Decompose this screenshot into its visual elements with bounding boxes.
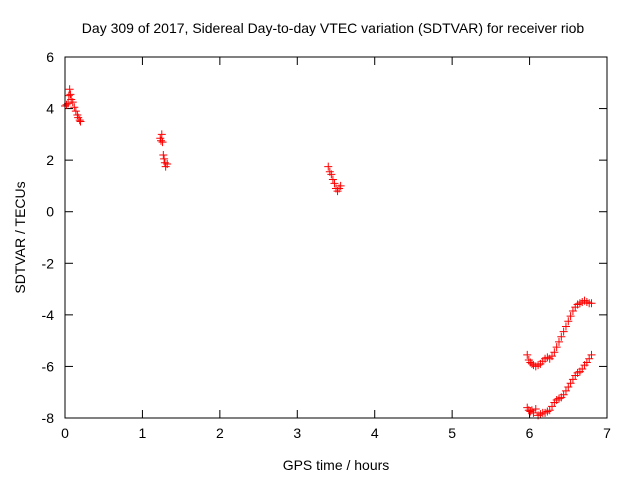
data-point — [159, 150, 168, 159]
data-point — [523, 350, 532, 359]
data-point — [71, 107, 80, 116]
data-point — [557, 332, 566, 341]
chart-title: Day 309 of 2017, Sidereal Day-to-day VTE… — [82, 20, 585, 36]
y-tick-label: -6 — [42, 358, 55, 374]
data-point — [70, 103, 79, 112]
y-tick-label: -2 — [42, 255, 55, 271]
data-point — [330, 179, 339, 188]
y-tick-label: -4 — [42, 307, 55, 323]
data-point — [561, 322, 570, 331]
plot-frame — [64, 56, 608, 419]
x-tick-label: 3 — [293, 425, 301, 441]
data-point — [328, 175, 337, 184]
y-tick-label: -8 — [42, 410, 55, 426]
data-point — [566, 312, 575, 321]
y-axis-label: SDTVAR / TECUs — [12, 181, 28, 293]
data-point — [552, 343, 561, 352]
data-point — [550, 348, 559, 357]
data-point — [587, 350, 596, 359]
data-point — [62, 100, 71, 109]
data-point — [160, 154, 169, 163]
data-point — [163, 160, 172, 169]
data-point — [554, 337, 563, 346]
data-point — [68, 98, 77, 107]
x-tick-label: 4 — [371, 425, 379, 441]
data-point — [157, 130, 166, 139]
data-point — [564, 317, 573, 326]
y-tick-label: 6 — [46, 49, 54, 65]
y-tick-labels: -8 -6 -4 -2 0 2 4 6 — [42, 49, 55, 426]
y-tick-label: 2 — [46, 152, 54, 168]
data-point — [158, 138, 167, 147]
data-point — [327, 170, 336, 179]
data-point — [75, 116, 84, 125]
x-tick-labels: 0 1 2 3 4 5 6 7 — [61, 425, 611, 441]
data-point — [531, 404, 540, 413]
data-points — [61, 85, 596, 420]
x-tick-label: 5 — [448, 425, 456, 441]
data-point — [157, 136, 166, 145]
data-point — [66, 90, 75, 99]
data-point — [336, 181, 345, 190]
x-tick-label: 1 — [139, 425, 147, 441]
data-point — [559, 327, 568, 336]
x-tick-label: 7 — [603, 425, 611, 441]
x-tick-label: 0 — [61, 425, 69, 441]
y-tick-label: 4 — [46, 101, 54, 117]
data-point — [587, 299, 596, 308]
x-tick-label: 6 — [526, 425, 534, 441]
axis-ticks — [64, 56, 608, 419]
y-tick-label: 0 — [46, 204, 54, 220]
data-point — [324, 162, 333, 171]
x-axis-label: GPS time / hours — [283, 457, 390, 473]
x-tick-label: 2 — [216, 425, 224, 441]
data-point — [76, 117, 85, 126]
data-point — [65, 85, 74, 94]
